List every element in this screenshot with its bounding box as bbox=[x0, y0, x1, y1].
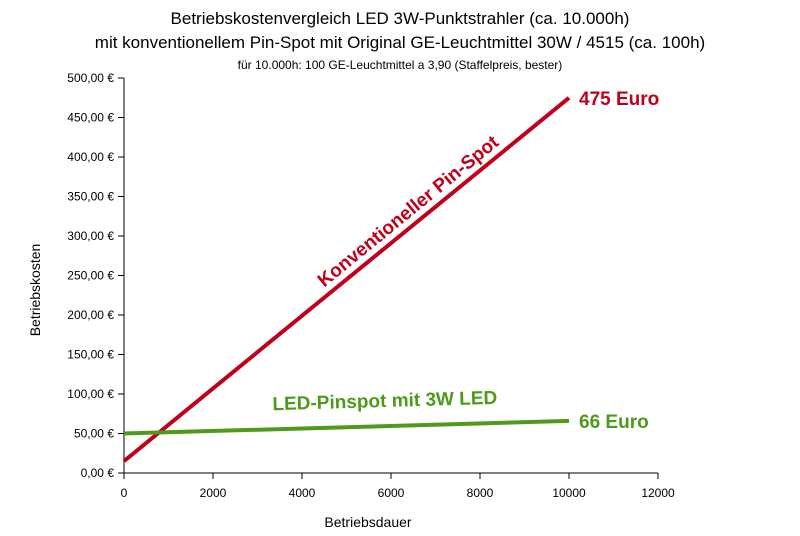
x-tick-label: 4000 bbox=[289, 486, 316, 500]
x-tick-label: 2000 bbox=[200, 486, 227, 500]
x-axis-label: Betriebsdauer bbox=[324, 514, 412, 530]
y-tick-label: 200,00 € bbox=[67, 308, 114, 322]
series-name-led: LED-Pinspot mit 3W LED bbox=[272, 388, 497, 415]
chart-note: für 10.000h: 100 GE-Leuchtmittel a 3,90 … bbox=[237, 58, 563, 72]
x-tick-label: 8000 bbox=[467, 486, 494, 500]
y-tick-label: 150,00 € bbox=[67, 348, 114, 362]
axes bbox=[123, 78, 658, 474]
y-tick-label: 300,00 € bbox=[67, 229, 114, 243]
x-tick-label: 0 bbox=[121, 486, 128, 500]
x-tick-label: 6000 bbox=[378, 486, 405, 500]
y-tick-label: 100,00 € bbox=[67, 387, 114, 401]
y-tick-label: 350,00 € bbox=[67, 190, 114, 204]
end-label-konventionell: 475 Euro bbox=[579, 89, 659, 110]
y-tick-label: 250,00 € bbox=[67, 269, 114, 283]
x-ticks: 0 2000 4000 6000 8000 10000 12000 bbox=[121, 473, 675, 500]
y-tick-label: 500,00 € bbox=[67, 71, 114, 85]
series-line-konventionell bbox=[122, 96, 571, 463]
chart-subtitle: mit konventionellem Pin-Spot mit Origina… bbox=[94, 33, 706, 52]
y-tick-label: 450,00 € bbox=[67, 111, 114, 125]
y-ticks: 0,00 € 50,00 € 100,00 € 150,00 € 200,00 € 250… bbox=[67, 71, 124, 480]
series-group: Konventioneller Pin-Spot 475 Euro LED-Pins… bbox=[122, 89, 659, 463]
series-name-konventionell: Konventioneller Pin-Spot bbox=[314, 131, 504, 291]
y-tick-label: 50,00 € bbox=[74, 427, 114, 441]
end-label-led: 66 Euro bbox=[579, 412, 649, 433]
y-tick-label: 0,00 € bbox=[81, 466, 115, 480]
series-line-led bbox=[123, 418, 570, 436]
chart-title: Betriebskostenvergleich LED 3W-Punktstra… bbox=[170, 9, 630, 28]
x-tick-label: 10000 bbox=[552, 486, 586, 500]
x-tick-label: 12000 bbox=[641, 486, 675, 500]
y-axis-label: Betriebskosten bbox=[27, 244, 43, 337]
y-tick-label: 400,00 € bbox=[67, 150, 114, 164]
